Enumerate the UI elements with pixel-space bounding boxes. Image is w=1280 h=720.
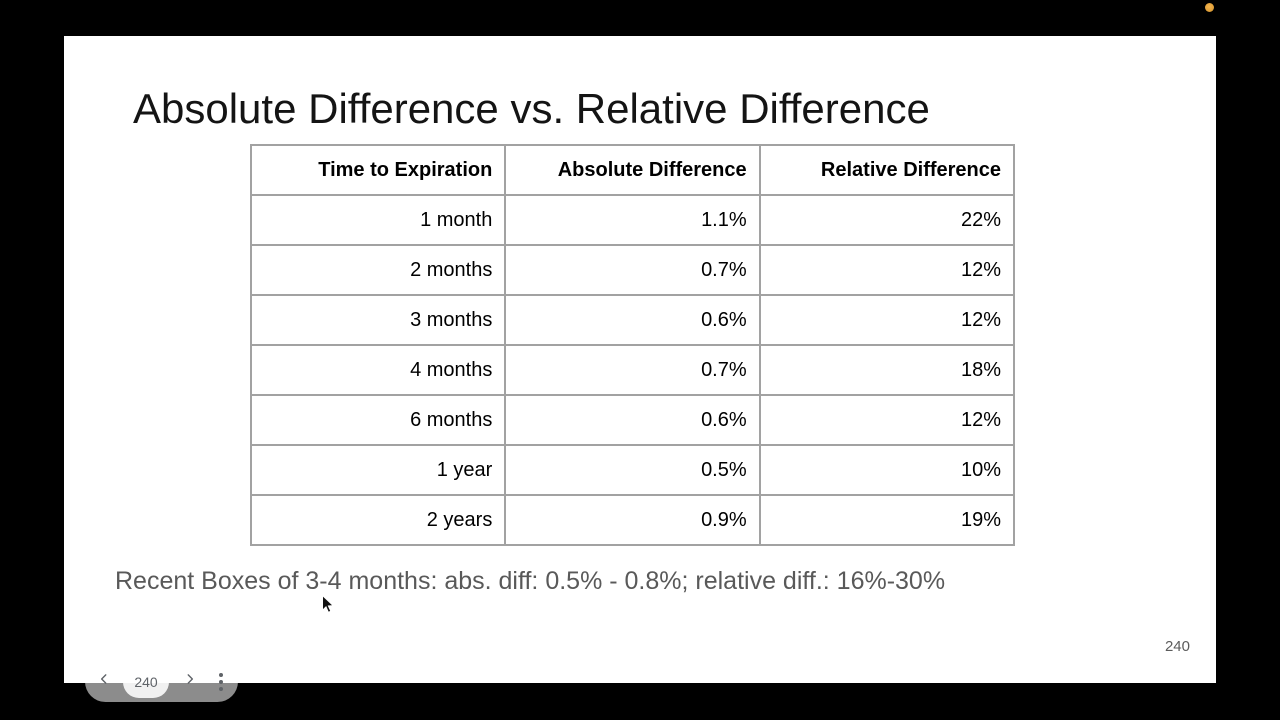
presenter-controls: 240 — [85, 661, 238, 702]
comparison-table: Time to Expiration Absolute Difference Rel… — [249, 144, 1016, 546]
slide-title: Absolute Difference vs. Relative Differe… — [133, 85, 930, 132]
chevron-right-icon — [183, 672, 197, 691]
table-row: 1 year 0.5% 10% — [249, 444, 1016, 496]
chevron-left-icon — [97, 672, 111, 691]
table-cell: 2 months — [249, 244, 507, 296]
table-row: 6 months 0.6% 12% — [249, 394, 1016, 446]
table-cell: 6 months — [249, 394, 507, 446]
table-cell: 0.6% — [504, 294, 761, 346]
more-options-button[interactable] — [211, 661, 231, 702]
table-cell: 12% — [758, 394, 1016, 446]
table-cell: 22% — [758, 194, 1016, 246]
table-header-row: Time to Expiration Absolute Difference Rel… — [249, 144, 1016, 196]
table-cell: 1.1% — [504, 194, 761, 246]
column-header: Relative Difference — [758, 144, 1016, 196]
column-header: Absolute Difference — [504, 144, 761, 196]
table-row: 1 month 1.1% 22% — [249, 194, 1016, 246]
column-header: Time to Expiration — [249, 144, 507, 196]
footnote-text: Recent Boxes of 3-4 months: abs. diff: 0… — [115, 567, 946, 595]
table-cell: 18% — [758, 344, 1016, 396]
table-header: Time to Expiration Absolute Difference Rel… — [249, 144, 1016, 196]
table-cell: 0.6% — [504, 394, 761, 446]
table-cell: 12% — [758, 294, 1016, 346]
table-cell: 10% — [758, 444, 1016, 496]
table-cell: 0.7% — [504, 344, 761, 396]
mouse-cursor — [321, 594, 335, 620]
table-cell: 19% — [758, 494, 1016, 546]
table-cell: 3 months — [249, 294, 507, 346]
table-cell: 0.5% — [504, 444, 761, 496]
slide-page-number: 240 — [1164, 638, 1190, 655]
table-cell: 4 months — [249, 344, 507, 396]
table-cell: 1 year — [249, 444, 507, 496]
slide-canvas: Absolute Difference vs. Relative Differe… — [64, 36, 1216, 683]
table-row: 2 months 0.7% 12% — [249, 244, 1016, 296]
table-cell: 2 years — [249, 494, 507, 546]
table-row: 4 months 0.7% 18% — [249, 344, 1016, 396]
table-cell: 12% — [758, 244, 1016, 296]
table-cell: 0.7% — [504, 244, 761, 296]
slide-counter[interactable]: 240 — [123, 666, 169, 698]
next-slide-button[interactable] — [179, 661, 201, 702]
table-cell: 1 month — [249, 194, 507, 246]
table-body: 1 month 1.1% 22% 2 months 0.7% 12% 3 months 0.6… — [249, 194, 1016, 546]
table-row: 2 years 0.9% 19% — [249, 494, 1016, 546]
slide-counter-value: 240 — [134, 674, 158, 690]
vertical-dots-icon — [219, 672, 223, 691]
table-cell: 0.9% — [504, 494, 761, 546]
table-row: 3 months 0.6% 12% — [249, 294, 1016, 346]
recording-indicator-dot — [1205, 3, 1214, 12]
previous-slide-button[interactable] — [93, 661, 115, 702]
